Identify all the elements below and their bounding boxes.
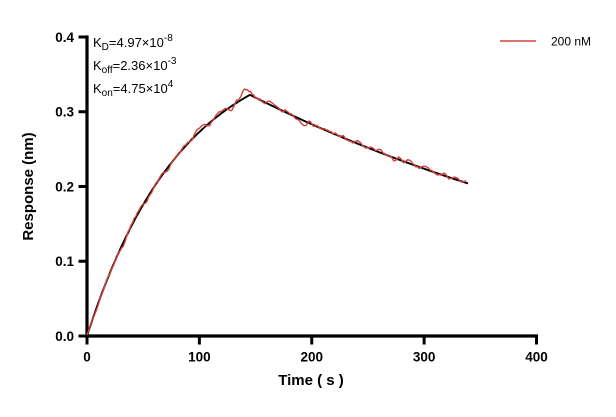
- x-tick-label: 200: [300, 350, 323, 365]
- kinetics-annotation: KD=4.97×10-8 Koff=2.36×10-3 Kon=4.75×104: [93, 33, 177, 99]
- annotation-kd: KD=4.97×10-8: [93, 33, 173, 53]
- axes: 0 100 200 300 400 0.0 0.1 0.2 0.3 0.4: [55, 30, 548, 365]
- x-tick-label: 400: [525, 350, 548, 365]
- legend-label: 200 nM: [551, 35, 591, 49]
- y-tick-label: 0.1: [55, 254, 74, 269]
- legend: 200 nM: [500, 35, 591, 49]
- x-tick-label: 100: [188, 350, 211, 365]
- y-tick-label: 0.4: [55, 30, 74, 45]
- y-tick-label: 0.0: [55, 329, 74, 344]
- y-axis-ticks: 0.0 0.1 0.2 0.3 0.4: [55, 30, 87, 344]
- annotation-koff: Koff=2.36×10-3: [93, 56, 177, 76]
- annotation-kon: Kon=4.75×104: [93, 79, 174, 99]
- y-tick-label: 0.3: [55, 105, 74, 120]
- data-curve-200nM: [86, 88, 467, 336]
- x-axis-title: Time ( s ): [278, 372, 344, 389]
- x-axis-ticks: 0 100 200 300 400: [83, 336, 548, 365]
- x-tick-label: 300: [413, 350, 436, 365]
- x-tick-label: 0: [83, 350, 91, 365]
- y-axis-title: Response (nm): [20, 132, 37, 240]
- fit-curve: [86, 93, 469, 337]
- y-tick-label: 0.2: [55, 179, 74, 194]
